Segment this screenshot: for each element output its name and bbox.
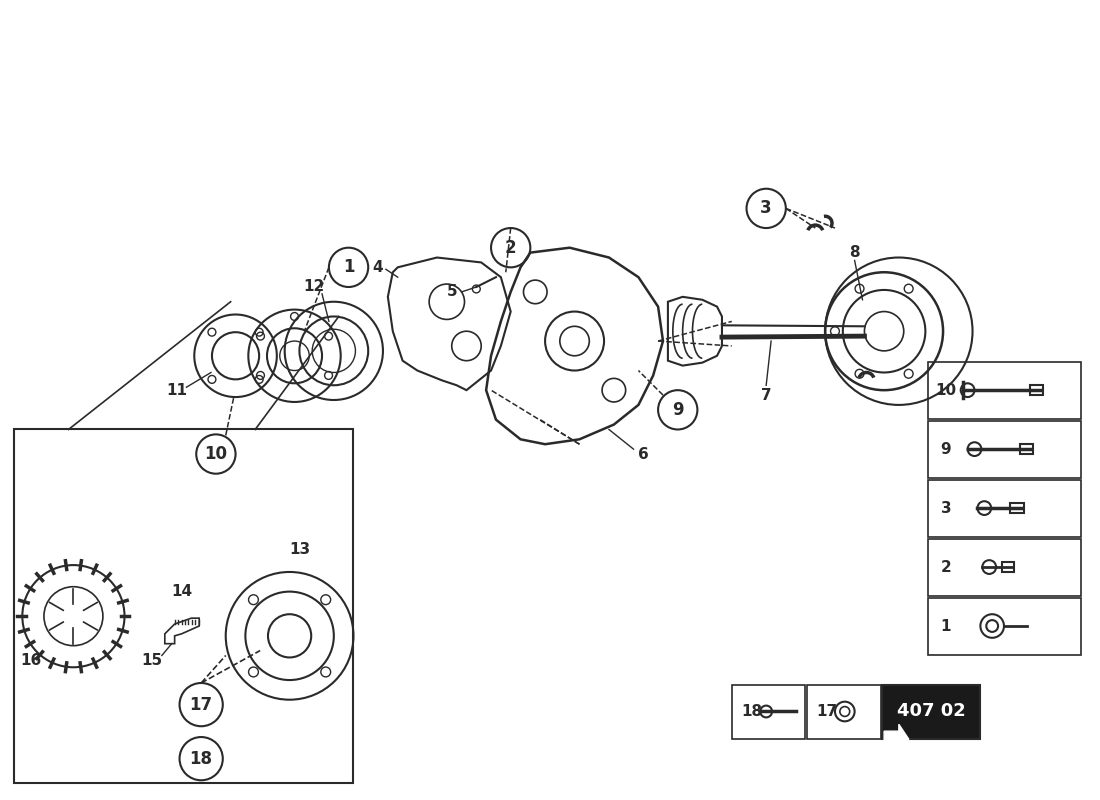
Text: 1: 1 bbox=[343, 258, 354, 276]
Text: 7: 7 bbox=[761, 387, 771, 402]
Text: 13: 13 bbox=[289, 542, 310, 557]
Polygon shape bbox=[884, 724, 909, 754]
Bar bbox=[1010, 503, 1024, 513]
Text: 6: 6 bbox=[638, 446, 649, 462]
FancyBboxPatch shape bbox=[882, 685, 980, 739]
Text: 4: 4 bbox=[373, 260, 384, 275]
Bar bbox=[1020, 444, 1034, 454]
Text: 8: 8 bbox=[849, 245, 860, 260]
Text: 18: 18 bbox=[741, 704, 762, 719]
Text: 5: 5 bbox=[447, 285, 456, 299]
Text: 2: 2 bbox=[940, 559, 952, 574]
Text: 18: 18 bbox=[189, 750, 212, 768]
Text: 9: 9 bbox=[940, 442, 952, 457]
Text: 11: 11 bbox=[166, 382, 187, 398]
Text: 2: 2 bbox=[505, 238, 517, 257]
Text: 15: 15 bbox=[142, 653, 163, 668]
Bar bbox=[1030, 386, 1043, 395]
Text: 3: 3 bbox=[760, 199, 772, 218]
Text: 10: 10 bbox=[935, 382, 957, 398]
Text: 17: 17 bbox=[189, 696, 212, 714]
Text: 407 02: 407 02 bbox=[896, 702, 966, 721]
Bar bbox=[1002, 562, 1014, 572]
Text: 1: 1 bbox=[940, 618, 952, 634]
Text: 10: 10 bbox=[205, 445, 228, 463]
Text: 12: 12 bbox=[304, 279, 324, 294]
Text: 9: 9 bbox=[672, 401, 683, 419]
Text: 16: 16 bbox=[21, 653, 42, 668]
Text: 3: 3 bbox=[940, 501, 952, 515]
Text: 17: 17 bbox=[816, 704, 838, 719]
Text: 14: 14 bbox=[170, 584, 192, 599]
